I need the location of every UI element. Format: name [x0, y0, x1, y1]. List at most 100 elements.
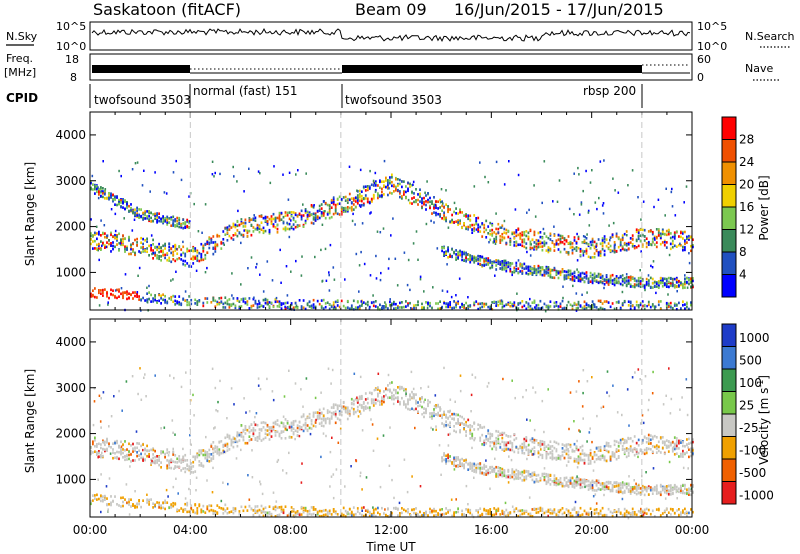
radar-cell — [210, 445, 213, 448]
radar-cell — [585, 247, 588, 251]
radar-cell — [126, 293, 128, 296]
radar-cell — [415, 199, 417, 202]
colorbar-tick-label: 20 — [739, 178, 754, 192]
radar-cell — [690, 450, 692, 454]
radar-cell — [218, 234, 221, 238]
radar-cell — [525, 234, 528, 238]
radar-cell — [334, 412, 337, 416]
radar-cell — [112, 293, 114, 297]
radar-cell — [210, 238, 213, 242]
radar-cell — [569, 272, 572, 276]
radar-cell — [120, 452, 122, 456]
radar-cell — [316, 209, 319, 213]
radar-cell — [96, 296, 98, 299]
radar-cell — [499, 432, 502, 436]
radar-cell — [90, 218, 92, 221]
radar-cell — [633, 306, 636, 309]
radar-cell — [114, 212, 117, 216]
radar-cell — [549, 238, 552, 241]
radar-cell — [352, 197, 355, 200]
radar-cell — [447, 410, 449, 413]
radar-cell — [613, 241, 616, 244]
radar-cell — [395, 189, 397, 192]
radar-cell — [473, 185, 476, 188]
radar-cell — [204, 456, 207, 460]
radar-cell — [621, 238, 624, 242]
radar-cell — [678, 439, 680, 443]
radar-cell — [483, 463, 486, 467]
radar-cell — [218, 440, 221, 444]
radar-cell — [645, 242, 648, 245]
radar-cell — [483, 223, 486, 227]
radar-cell — [686, 451, 688, 454]
radar-cell — [274, 431, 277, 434]
radar-cell — [692, 453, 694, 457]
radar-cell — [655, 245, 658, 249]
radar-cell — [692, 238, 694, 241]
radar-cell — [234, 304, 237, 308]
radar-cell — [100, 455, 102, 459]
radar-cell — [413, 196, 415, 199]
radar-cell — [184, 459, 187, 462]
radar-cell — [94, 450, 96, 453]
radar-cell — [627, 276, 630, 279]
radar-cell — [231, 272, 233, 275]
radar-cell — [519, 446, 522, 450]
radar-cell — [637, 196, 639, 199]
radar-cell — [547, 307, 549, 311]
radar-cell — [581, 241, 584, 244]
radar-cell — [120, 449, 122, 453]
radar-cell — [152, 257, 154, 260]
radar-cell — [381, 403, 383, 406]
radar-cell — [535, 272, 538, 275]
radar-cell — [212, 241, 215, 244]
radar-cell — [110, 231, 112, 235]
radar-cell — [599, 242, 602, 246]
radar-cell — [640, 218, 642, 221]
radar-cell — [374, 184, 377, 187]
radar-cell — [244, 229, 247, 232]
radar-cell — [455, 249, 457, 252]
radar-cell — [453, 220, 455, 224]
radar-cell — [667, 444, 670, 448]
radar-cell — [427, 198, 429, 202]
radar-cell — [130, 460, 132, 463]
radar-cell — [537, 243, 540, 246]
radar-cell — [184, 222, 187, 225]
radar-cell — [489, 432, 492, 436]
radar-cell — [240, 431, 243, 435]
radar-cell — [138, 213, 140, 217]
radar-cell — [457, 302, 459, 305]
radar-cell — [653, 236, 656, 240]
radar-cell — [150, 211, 152, 215]
radar-cell — [587, 488, 590, 491]
radar-cell — [250, 256, 253, 259]
radar-cell — [110, 192, 112, 195]
radar-cell — [615, 440, 618, 443]
radar-cell — [411, 396, 413, 399]
radar-cell — [126, 290, 128, 293]
radar-cell — [290, 219, 292, 222]
radar-cell — [166, 448, 169, 451]
radar-cell — [599, 458, 602, 461]
radar-cell — [196, 455, 199, 459]
radar-cell — [391, 173, 393, 177]
radar-cell — [136, 442, 138, 445]
radar-cell — [346, 409, 349, 412]
radar-cell — [503, 431, 506, 435]
radar-cell — [578, 173, 580, 176]
radar-cell — [457, 413, 459, 417]
radar-cell — [465, 424, 467, 427]
radar-cell — [585, 271, 588, 274]
radar-cell — [126, 448, 128, 451]
radar-cell — [395, 396, 397, 400]
radar-cell — [611, 486, 614, 490]
radar-cell — [385, 176, 387, 180]
radar-cell — [104, 189, 106, 193]
radar-cell — [615, 484, 618, 488]
radar-cell — [198, 460, 201, 463]
radar-cell — [312, 306, 315, 309]
radar-cell — [415, 407, 417, 411]
radar-cell — [504, 259, 507, 262]
radar-cell — [647, 433, 650, 437]
